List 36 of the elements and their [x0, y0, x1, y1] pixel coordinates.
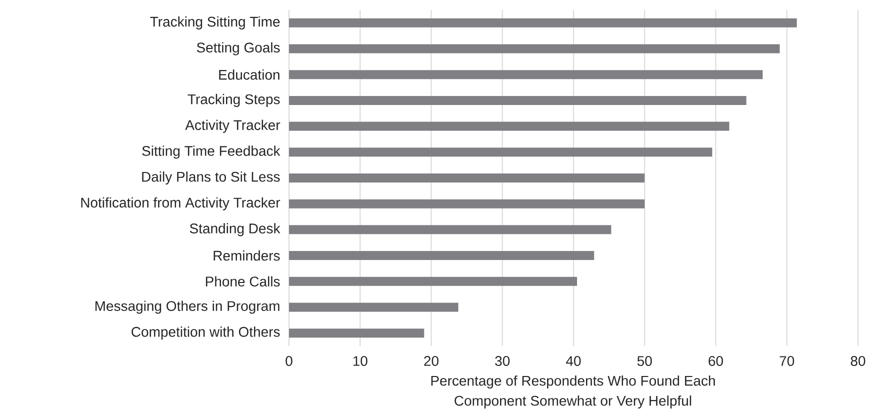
- x-tick-label: 20: [424, 356, 438, 366]
- y-tick-label: Setting Goals: [196, 42, 280, 56]
- x-tick-label: 40: [566, 356, 581, 366]
- y-tick-label: Daily Plans to Sit Less: [142, 171, 280, 185]
- x-tick-label: 10: [353, 356, 368, 366]
- bar: [289, 44, 780, 54]
- bar: [289, 18, 797, 28]
- bar: [289, 122, 730, 131]
- y-tick-label: Tracking Steps: [188, 94, 280, 107]
- x-axis-title: Percentage of Respondents Who Found Each Component Somewhat or Very Helpful: [431, 375, 715, 409]
- bar: [289, 96, 746, 105]
- y-tick-label: Reminders: [214, 250, 280, 261]
- x-tick-label: 50: [637, 356, 652, 366]
- y-tick-label: Competition with Others: [132, 326, 280, 340]
- x-tick-label: 30: [495, 356, 510, 366]
- y-tick-label: Messaging Others in Program: [95, 300, 280, 314]
- x-tick-label: 80: [850, 356, 866, 366]
- bar: [289, 225, 612, 234]
- y-tick-label: Tracking Sitting Time: [150, 16, 280, 30]
- bar: [289, 199, 645, 208]
- y-tick-label: Activity Tracker: [185, 120, 280, 133]
- bar: [289, 276, 578, 286]
- bar: [289, 173, 645, 182]
- y-tick-label: Phone Calls: [206, 276, 280, 287]
- bar: [289, 148, 712, 157]
- bar: [289, 302, 458, 312]
- y-tick-label: Education: [219, 69, 280, 80]
- x-tick-label: 70: [780, 356, 794, 366]
- bar: [289, 251, 594, 260]
- bar: [289, 328, 424, 338]
- y-tick-label: Sitting Time Feedback: [142, 146, 280, 159]
- y-tick-label: Notification from Activity Tracker: [81, 197, 280, 210]
- bar: [289, 70, 763, 80]
- y-tick-label: Standing Desk: [190, 223, 280, 236]
- x-tick-label: 0: [286, 356, 292, 366]
- x-tick-label: 60: [708, 356, 723, 366]
